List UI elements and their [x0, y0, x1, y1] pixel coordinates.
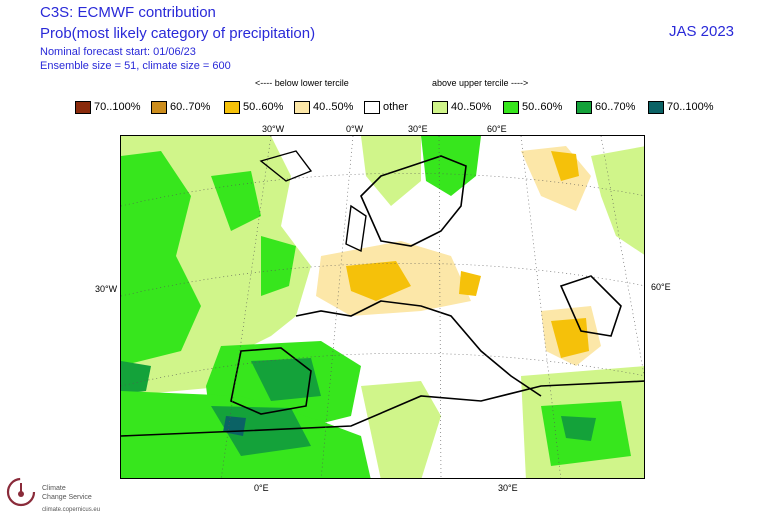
legend-swatch	[503, 100, 519, 114]
legend-item: 70..100%	[648, 99, 713, 115]
legend-swatch	[151, 100, 167, 114]
axis-top-label-2: 30°E	[408, 124, 428, 134]
legend-swatch	[648, 100, 664, 114]
chart-title: C3S: ECMWF contribution	[40, 4, 216, 21]
axis-top-label-0: 30°W	[262, 124, 285, 134]
region-iberia-above-60	[251, 358, 321, 401]
region-atlantic-above-50c	[261, 236, 296, 296]
legend-item: 60..70%	[151, 99, 210, 115]
axis-left-label: 30°W	[95, 284, 118, 294]
season-label: JAS 2023	[668, 23, 734, 40]
copernicus-logo: Climate Change Service climate.copernicu…	[5, 474, 125, 516]
map-canvas	[121, 136, 644, 478]
logo-line1: Climate	[42, 485, 66, 492]
axis-bottom-label-0: 0°E	[254, 483, 269, 493]
coastline-iberia	[230, 347, 312, 415]
axis-top-label-1: 0°W	[346, 124, 364, 134]
legend-label: 40..50%	[451, 101, 492, 113]
region-scandinavia-above-50	[421, 136, 481, 196]
coastline-scandinavia	[360, 155, 467, 247]
region-libya-above-40	[361, 381, 441, 478]
graticule	[121, 136, 644, 478]
region-east-above-40	[591, 146, 644, 255]
forecast-start: Nominal forecast start: 01/06/23	[40, 46, 196, 58]
below-tercile-label: <---- below lower tercile	[255, 78, 349, 88]
logo-url: climate.copernicus.eu	[42, 507, 101, 513]
legend-item: other	[364, 99, 408, 115]
region-atlantic-above-60	[121, 361, 151, 394]
ensemble-size: Ensemble size = 51, climate size = 600	[40, 60, 231, 72]
legend-item: 60..70%	[576, 99, 635, 115]
legend-label: 40..50%	[313, 101, 354, 113]
legend-label: 70..100%	[94, 101, 141, 113]
legend-item: 50..60%	[503, 99, 562, 115]
axis-top-label-3: 60°E	[487, 124, 507, 134]
legend-item: 40..50%	[294, 99, 353, 115]
legend-swatch	[294, 100, 310, 114]
climate-logo-icon	[6, 477, 36, 507]
region-central-below-50	[346, 261, 411, 301]
coastline-britain	[345, 204, 367, 253]
region-russia-below-50	[551, 151, 579, 181]
legend-item: 40..50%	[432, 99, 491, 115]
axis-right-label: 60°E	[651, 282, 671, 292]
legend-item: 70..100%	[75, 99, 140, 115]
legend-label: other	[383, 101, 409, 113]
logo-line2: Change Service	[42, 494, 92, 501]
legend-swatch	[224, 100, 240, 114]
legend-label: 50..60%	[522, 101, 563, 113]
legend-label: 60..70%	[595, 101, 636, 113]
legend-swatch	[576, 100, 592, 114]
region-atlantic-above-50	[121, 151, 201, 366]
region-atlantic-above-50b	[211, 171, 261, 231]
legend-label: 60..70%	[170, 101, 211, 113]
coastline-south	[295, 300, 542, 397]
legend-swatch	[75, 100, 91, 114]
color-legend: 70..100% 60..70% 50..60% 40..50% other 40..50…	[75, 99, 725, 115]
region-arabia-above-60	[561, 416, 596, 441]
above-tercile-label: above upper tercile ---->	[432, 78, 529, 88]
legend-label: 70..100%	[667, 101, 714, 113]
legend-item: 50..60%	[224, 99, 283, 115]
chart-subtitle: Prob(most likely category of precipitati…	[40, 25, 316, 42]
legend-label: 50..60%	[243, 101, 284, 113]
coastline-africa	[121, 380, 644, 437]
region-carpathian-below-50	[459, 271, 481, 296]
axis-bottom-label-1: 30°E	[498, 483, 518, 493]
coastline-iceland	[259, 150, 313, 182]
legend-swatch	[364, 100, 380, 114]
region-north-above-40	[361, 136, 421, 206]
probability-map	[120, 135, 645, 479]
coastline-caspian	[559, 275, 622, 337]
legend-swatch	[432, 100, 448, 114]
